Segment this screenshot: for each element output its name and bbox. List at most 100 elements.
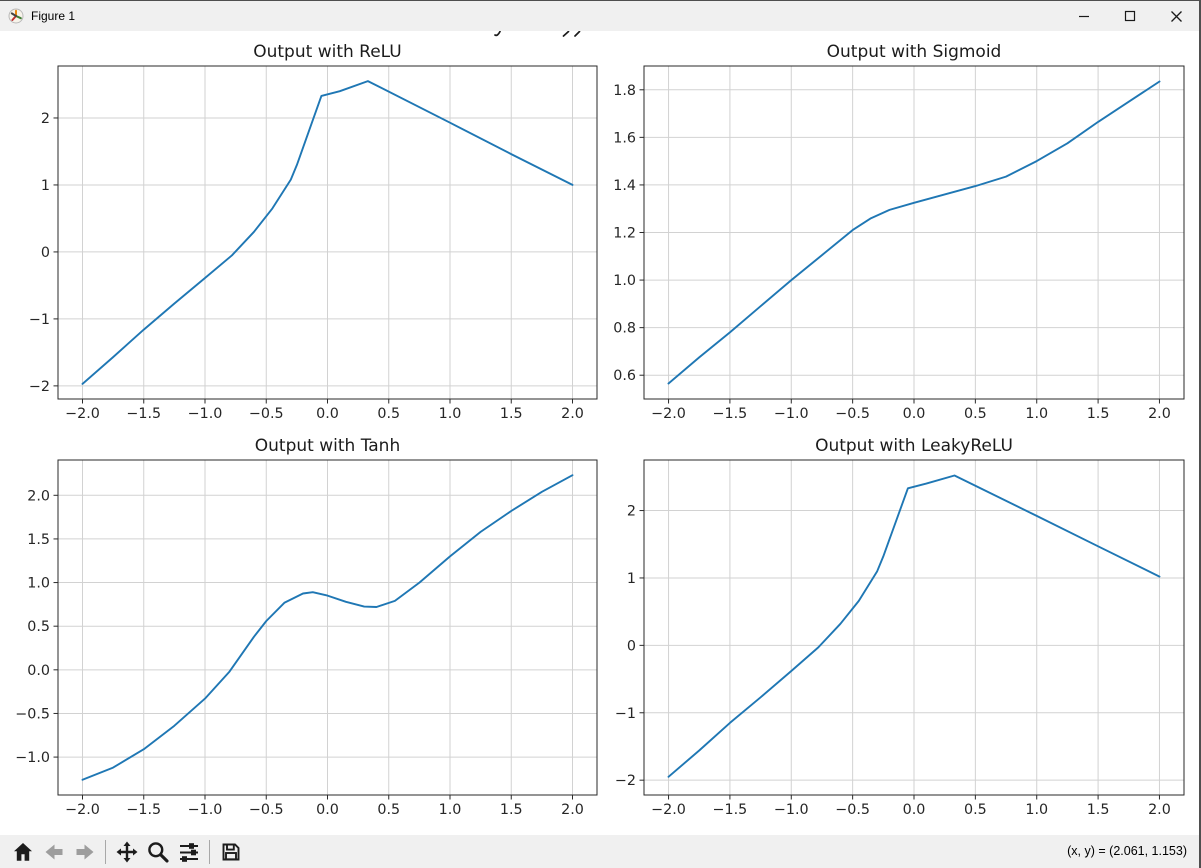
- window-controls: [1061, 1, 1199, 31]
- forward-button[interactable]: [70, 837, 99, 866]
- svg-text:−2.0: −2.0: [65, 406, 100, 422]
- close-icon: [1170, 10, 1183, 23]
- home-icon: [11, 840, 35, 864]
- svg-text:−1.5: −1.5: [126, 406, 161, 422]
- svg-text:0.0: 0.0: [27, 663, 50, 679]
- subplot-grid: −2.0 −1.5 −1.0 −0.5 0.0 0.5 1.0 1.5 2.0 −2 −1 0 1 2 Ou…: [15, 30, 1185, 818]
- svg-text:1: 1: [41, 178, 50, 194]
- svg-text:−1.0: −1.0: [188, 802, 223, 818]
- navigation-toolbar: (x, y) = (2.061, 1.153): [0, 835, 1199, 868]
- svg-text:1.0: 1.0: [1025, 406, 1048, 422]
- toolbar-separator: [209, 839, 210, 864]
- svg-text:Output with ReLU: Output with ReLU: [253, 42, 402, 62]
- home-button[interactable]: [8, 837, 37, 866]
- svg-text:−1.0: −1.0: [774, 802, 809, 818]
- svg-text:0.6: 0.6: [613, 368, 636, 384]
- configure-subplots-button[interactable]: [174, 837, 203, 866]
- svg-text:0.5: 0.5: [964, 802, 987, 818]
- svg-text:−0.5: −0.5: [249, 802, 284, 818]
- svg-text:−1.0: −1.0: [15, 750, 50, 766]
- toolbar-separator: [105, 839, 106, 864]
- svg-text:−2.0: −2.0: [651, 802, 686, 818]
- svg-text:0.0: 0.0: [903, 406, 926, 422]
- pan-button[interactable]: [112, 837, 141, 866]
- svg-text:0.5: 0.5: [377, 406, 400, 422]
- back-button[interactable]: [39, 837, 68, 866]
- svg-text:1.5: 1.5: [500, 406, 523, 422]
- title-bar: Figure 1: [0, 1, 1199, 31]
- svg-text:−1.5: −1.5: [713, 802, 748, 818]
- svg-text:2.0: 2.0: [561, 802, 584, 818]
- subplot-tanh: −2.0 −1.5 −1.0 −0.5 0.0 0.5 1.0 1.5 2.0 −1.0 −0.5 0…: [15, 436, 598, 818]
- window-title: Figure 1: [31, 9, 76, 23]
- back-arrow-icon: [42, 840, 66, 864]
- sliders-icon: [177, 840, 201, 864]
- svg-text:Output with Sigmoid: Output with Sigmoid: [827, 42, 1002, 62]
- svg-text:2: 2: [627, 504, 636, 520]
- svg-text:2.0: 2.0: [27, 488, 50, 504]
- svg-text:−1: −1: [615, 706, 636, 722]
- save-button[interactable]: [216, 837, 245, 866]
- zoom-magnifier-icon: [146, 840, 170, 864]
- subplot-sigmoid: −2.0 −1.5 −1.0 −0.5 0.0 0.5 1.0 1.5 2.0 0.6 0.8 1.0…: [613, 42, 1185, 422]
- svg-text:−2: −2: [29, 379, 50, 395]
- svg-text:−2: −2: [615, 773, 636, 789]
- svg-text:1.8: 1.8: [613, 83, 636, 99]
- svg-text:0.0: 0.0: [316, 406, 339, 422]
- svg-text:0.0: 0.0: [316, 802, 339, 818]
- svg-text:−1.5: −1.5: [126, 802, 161, 818]
- svg-text:−0.5: −0.5: [835, 802, 870, 818]
- svg-text:2.0: 2.0: [1148, 802, 1171, 818]
- svg-text:−0.5: −0.5: [835, 406, 870, 422]
- svg-text:−2.0: −2.0: [651, 406, 686, 422]
- svg-text:1.0: 1.0: [439, 406, 462, 422]
- clipped-suptitle-fragment: [562, 30, 570, 37]
- svg-text:2.0: 2.0: [1148, 406, 1171, 422]
- svg-text:Output with Tanh: Output with Tanh: [255, 436, 400, 456]
- svg-text:1: 1: [627, 571, 636, 587]
- svg-text:1.2: 1.2: [613, 226, 636, 242]
- svg-text:−1.5: −1.5: [713, 406, 748, 422]
- close-button[interactable]: [1153, 1, 1199, 31]
- svg-text:1.0: 1.0: [1025, 802, 1048, 818]
- svg-text:1.0: 1.0: [439, 802, 462, 818]
- subplot-leakyrelu: −2.0 −1.5 −1.0 −0.5 0.0 0.5 1.0 1.5 2.0 −2 −1 0 1 2 Ou…: [615, 436, 1185, 818]
- maximize-icon: [1124, 10, 1136, 22]
- svg-text:−2.0: −2.0: [65, 802, 100, 818]
- svg-text:1.5: 1.5: [1087, 802, 1110, 818]
- svg-text:0.5: 0.5: [27, 619, 50, 635]
- maximize-button[interactable]: [1107, 1, 1153, 31]
- svg-text:−0.5: −0.5: [249, 406, 284, 422]
- minimize-button[interactable]: [1061, 1, 1107, 31]
- minimize-icon: [1078, 10, 1090, 22]
- svg-text:0.0: 0.0: [903, 802, 926, 818]
- svg-text:0: 0: [41, 245, 50, 261]
- svg-text:1.4: 1.4: [613, 178, 636, 194]
- forward-arrow-icon: [73, 840, 97, 864]
- svg-text:−1.0: −1.0: [188, 406, 223, 422]
- clipped-suptitle-fragment: [494, 30, 501, 37]
- svg-text:1.0: 1.0: [27, 576, 50, 592]
- svg-text:1.0: 1.0: [613, 273, 636, 289]
- subplot-relu: −2.0 −1.5 −1.0 −0.5 0.0 0.5 1.0 1.5 2.0 −2 −1 0 1 2 Ou…: [29, 42, 598, 422]
- pan-arrows-icon: [115, 840, 139, 864]
- svg-text:1.5: 1.5: [1087, 406, 1110, 422]
- save-floppy-icon: [219, 840, 243, 864]
- svg-text:Output with LeakyReLU: Output with LeakyReLU: [815, 436, 1013, 456]
- svg-text:2.0: 2.0: [561, 406, 584, 422]
- clipped-suptitle-fragment: [574, 30, 581, 37]
- cursor-coordinates: (x, y) = (2.061, 1.153): [1067, 844, 1187, 858]
- svg-text:1.6: 1.6: [613, 130, 636, 146]
- figure-canvas[interactable]: −2.0 −1.5 −1.0 −0.5 0.0 0.5 1.0 1.5 2.0 −2 −1 0 1 2 Ou…: [0, 30, 1199, 836]
- svg-text:1.5: 1.5: [27, 532, 50, 548]
- zoom-button[interactable]: [143, 837, 172, 866]
- svg-text:0.5: 0.5: [377, 802, 400, 818]
- svg-text:1.5: 1.5: [500, 802, 523, 818]
- svg-text:0.8: 0.8: [613, 321, 636, 337]
- svg-text:0.5: 0.5: [964, 406, 987, 422]
- svg-text:−1: −1: [29, 312, 50, 328]
- svg-text:−0.5: −0.5: [15, 706, 50, 722]
- matplotlib-logo-icon: [8, 8, 24, 24]
- svg-text:2: 2: [41, 111, 50, 127]
